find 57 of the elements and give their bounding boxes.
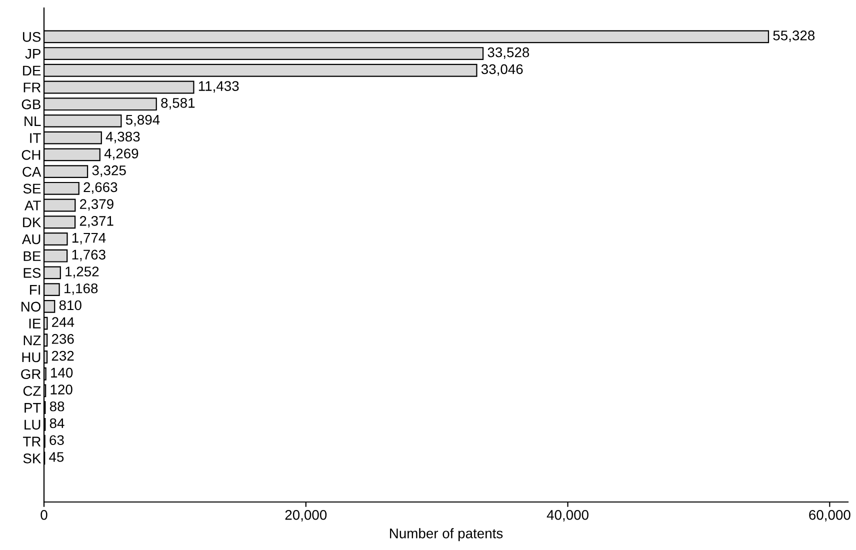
data-label: 8,581 — [161, 98, 195, 110]
data-label: 232 — [52, 350, 74, 361]
y-tick-label: CH — [22, 150, 40, 160]
data-label: 810 — [59, 300, 82, 310]
y-tick-label: NZ — [24, 336, 41, 346]
y-tick-label: SE — [23, 184, 41, 194]
data-label: 33,528 — [488, 47, 530, 59]
x-tick-label: 60,000 — [809, 510, 850, 522]
y-tick-label: LU — [24, 420, 40, 430]
data-label: 2,663 — [84, 182, 118, 194]
y-tick-label: CA — [22, 166, 42, 177]
data-label: 236 — [52, 334, 74, 344]
y-tick-label: US — [23, 32, 41, 42]
y-tick-label: PT — [24, 403, 41, 413]
y-tick-label: AT — [24, 200, 41, 210]
y-tick-label: IT — [30, 133, 41, 143]
y-tick-label: SK — [23, 454, 42, 464]
data-label: 4,383 — [106, 132, 140, 144]
y-tick-label: NO — [22, 302, 41, 312]
y-tick-label: FI — [30, 285, 40, 295]
y-tick-label: GB — [22, 99, 40, 110]
data-label: 140 — [51, 368, 73, 378]
data-label: 88 — [50, 401, 64, 412]
y-tick-label: CZ — [23, 386, 41, 396]
data-label: 1,252 — [66, 266, 99, 278]
data-label: 33,046 — [481, 64, 523, 76]
y-tick-label: NL — [24, 116, 41, 126]
y-tick-label: DE — [23, 66, 41, 76]
y-tick-label: BE — [24, 251, 41, 261]
data-label: 2,371 — [80, 216, 114, 228]
x-tick-label: 40,000 — [546, 510, 588, 522]
data-label: 45 — [49, 452, 64, 462]
data-label: 1,763 — [72, 250, 106, 262]
data-label: 1,168 — [64, 283, 98, 295]
data-label: 55,328 — [773, 30, 815, 42]
data-label: 3,325 — [92, 165, 126, 177]
data-label: 2,379 — [80, 199, 114, 211]
y-tick-label: FR — [24, 82, 41, 92]
y-tick-label: ES — [24, 268, 41, 278]
x-tick-label: 0 — [40, 510, 48, 520]
y-tick-label: DK — [23, 218, 42, 228]
data-label: 4,269 — [104, 148, 138, 160]
data-label: 63 — [50, 435, 64, 446]
y-tick-label: TR — [23, 436, 41, 446]
x-tick-label: 20,000 — [285, 510, 327, 522]
y-tick-label: IE — [29, 318, 41, 328]
y-tick-label: JP — [25, 49, 40, 59]
y-tick-label: GR — [21, 369, 41, 380]
data-label: 11,433 — [198, 81, 239, 93]
data-label: 1,774 — [72, 233, 106, 244]
data-label: 5,894 — [126, 114, 160, 126]
data-label: 244 — [52, 317, 74, 327]
data-label: 84 — [50, 418, 64, 428]
y-tick-label: AU — [22, 234, 40, 244]
x-axis-title: Number of patents — [390, 528, 503, 542]
data-label: 120 — [50, 384, 72, 394]
y-tick-label: HU — [22, 352, 40, 362]
